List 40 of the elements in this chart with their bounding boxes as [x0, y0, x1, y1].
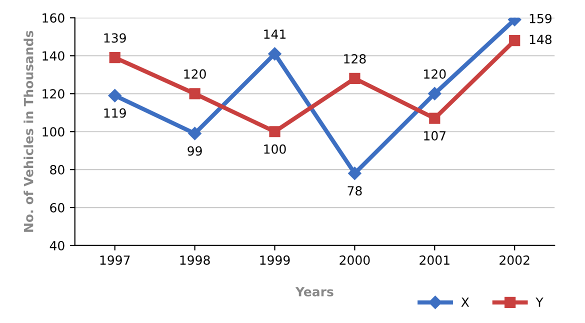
legend-label: X [461, 298, 470, 307]
data-label: 100 [264, 144, 286, 154]
data-label: 159 [530, 14, 552, 24]
y-tick-label: 120 [42, 89, 64, 99]
point [349, 72, 360, 84]
y-tick-label: 40 [50, 240, 64, 250]
x-tick-label: 2000 [340, 255, 370, 265]
data-label: 99 [188, 146, 202, 156]
x-tick-label: 2001 [420, 255, 450, 265]
x-tick-label: 1999 [260, 255, 290, 265]
point [269, 126, 280, 138]
point [268, 47, 282, 60]
y-tick-label: 100 [42, 127, 64, 137]
point [429, 112, 440, 124]
data-label: 139 [104, 33, 126, 43]
point [509, 34, 520, 46]
data-label: 148 [530, 34, 552, 44]
x-tick-label: 1998 [180, 255, 210, 265]
y-tick-label: 160 [42, 13, 64, 23]
data-label: 107 [424, 131, 446, 141]
point [189, 88, 200, 100]
data-label: 120 [424, 69, 446, 79]
y-tick-label: 140 [42, 51, 64, 61]
point [188, 126, 202, 140]
y-axis-title: No. of Vehicles in Thousands [24, 30, 34, 232]
point [348, 166, 362, 180]
data-label: 120 [184, 69, 206, 79]
point [428, 87, 442, 100]
data-label: 119 [104, 108, 126, 118]
x-axis-title: Years [295, 287, 334, 296]
legend-label: Y [536, 298, 544, 307]
data-label: 141 [264, 30, 286, 39]
point [109, 52, 120, 64]
y-tick-label: 80 [50, 165, 64, 174]
point [108, 88, 122, 102]
x-tick-label: 1997 [100, 255, 130, 265]
x-tick-label: 2002 [500, 255, 530, 265]
data-label: 128 [344, 54, 366, 64]
data-label: 78 [348, 186, 362, 196]
y-tick-label: 60 [50, 203, 64, 212]
